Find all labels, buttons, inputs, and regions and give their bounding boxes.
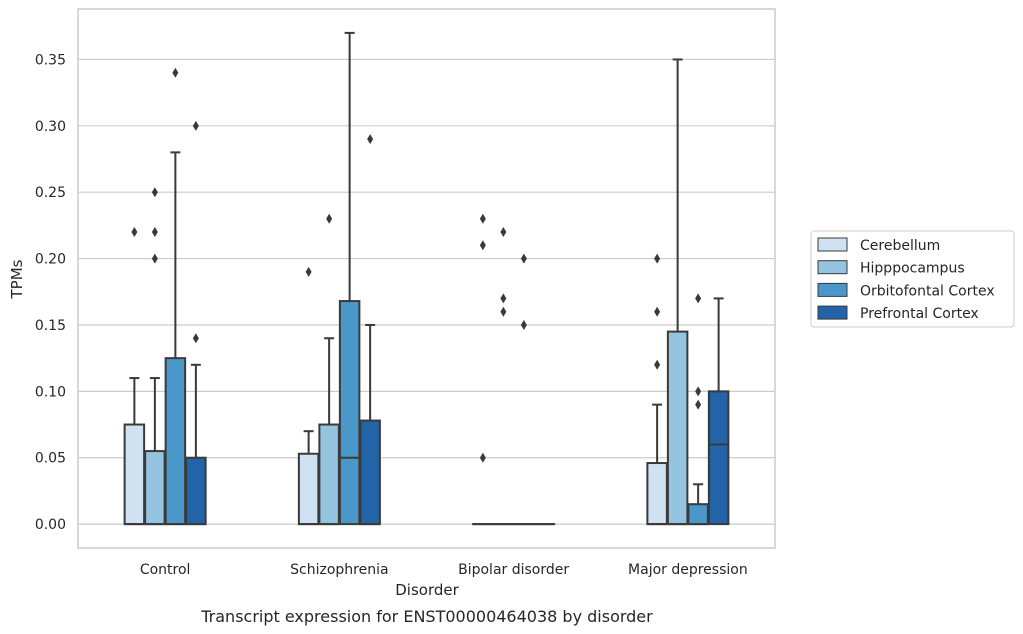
x-tick-label: Bipolar disorder — [458, 562, 569, 578]
box — [185, 456, 207, 526]
box-series — [123, 31, 730, 526]
outlier-point — [500, 293, 507, 304]
box — [359, 419, 381, 526]
outlier-point — [520, 319, 527, 330]
box-hipppocampus — [144, 187, 166, 526]
outlier-point — [520, 253, 527, 264]
legend-label: Prefrontal Cortex — [860, 306, 979, 322]
box — [646, 462, 668, 526]
outlier-point — [305, 266, 312, 277]
outlier-point — [654, 306, 661, 317]
legend-swatch — [817, 305, 848, 320]
box — [687, 503, 709, 526]
box-cerebellum — [646, 253, 668, 526]
y-tick-labels: 0.00 0.05 0.10 0.15 0.20 0.25 0.30 0.35 — [35, 52, 66, 533]
outlier-point — [367, 134, 374, 145]
outlier-point — [500, 227, 507, 238]
x-axis-title: Disorder — [395, 581, 459, 599]
outlier-point — [131, 227, 138, 238]
outlier-point — [695, 399, 702, 410]
box-orbitofontal-cortex — [338, 31, 361, 526]
legend: Cerebellum Hipppocampus Orbitofontal Corte… — [810, 230, 1015, 328]
legend-label: Orbitofontal Cortex — [860, 283, 995, 299]
y-tick-label: 0.10 — [35, 384, 66, 400]
box-orbitofontal-cortex — [687, 293, 709, 526]
y-axis-title: TPMs — [8, 259, 26, 299]
y-tick-label: 0.25 — [35, 185, 66, 201]
legend-label: Hipppocampus — [860, 261, 965, 277]
box — [707, 390, 730, 526]
box-hipppocampus — [318, 213, 340, 526]
outlier-point — [654, 359, 661, 370]
box-hipppocampus — [666, 58, 689, 526]
outlier-point — [500, 306, 507, 317]
y-tick-label: 0.30 — [35, 119, 66, 135]
legend-swatch — [817, 237, 848, 252]
box — [666, 330, 689, 526]
x-tick-label: Control — [140, 562, 191, 578]
box-prefrontal-cortex — [185, 120, 207, 526]
box-prefrontal-cortex — [359, 134, 381, 526]
legend-swatch — [817, 260, 848, 275]
box-hipppocampus — [492, 227, 515, 526]
outlier-point — [654, 253, 661, 264]
legend-label: Cerebellum — [860, 238, 940, 254]
box-cerebellum — [472, 213, 494, 526]
box-orbitofontal-cortex — [164, 67, 187, 526]
box — [318, 423, 340, 526]
outlier-point — [192, 120, 199, 131]
box — [297, 452, 320, 526]
chart-caption: Transcript expression for ENST0000046403… — [200, 607, 653, 626]
outlier-point — [192, 333, 199, 344]
plot-frame — [77, 8, 776, 549]
outlier-point — [151, 187, 158, 198]
outlier-point — [479, 452, 486, 463]
outlier-point — [151, 227, 158, 238]
outlier-point — [695, 386, 702, 397]
y-tick-label: 0.05 — [35, 451, 66, 467]
box-cerebellum — [123, 227, 146, 526]
box-prefrontal-cortex — [707, 297, 730, 526]
x-tick-label: Major depression — [628, 562, 748, 578]
outlier-point — [479, 213, 486, 224]
outlier-point — [326, 213, 333, 224]
outlier-point — [151, 253, 158, 264]
x-tick-labels: Control Schizophrenia Bipolar disorder Majo… — [140, 562, 748, 578]
box — [123, 423, 146, 526]
y-tick-label: 0.00 — [35, 517, 66, 533]
y-tick-label: 0.20 — [35, 252, 66, 268]
box — [144, 450, 166, 526]
box-orbitofontal-cortex — [513, 253, 535, 526]
outlier-point — [172, 67, 179, 78]
legend-frame — [810, 230, 1015, 328]
y-tick-label: 0.15 — [35, 318, 66, 334]
outlier-point — [479, 240, 486, 251]
box — [338, 300, 361, 526]
outlier-point — [695, 293, 702, 304]
x-tick-label: Schizophrenia — [290, 562, 388, 578]
box — [164, 357, 187, 526]
y-tick-label: 0.35 — [35, 52, 66, 68]
box-cerebellum — [297, 266, 320, 526]
legend-swatch — [817, 282, 848, 297]
